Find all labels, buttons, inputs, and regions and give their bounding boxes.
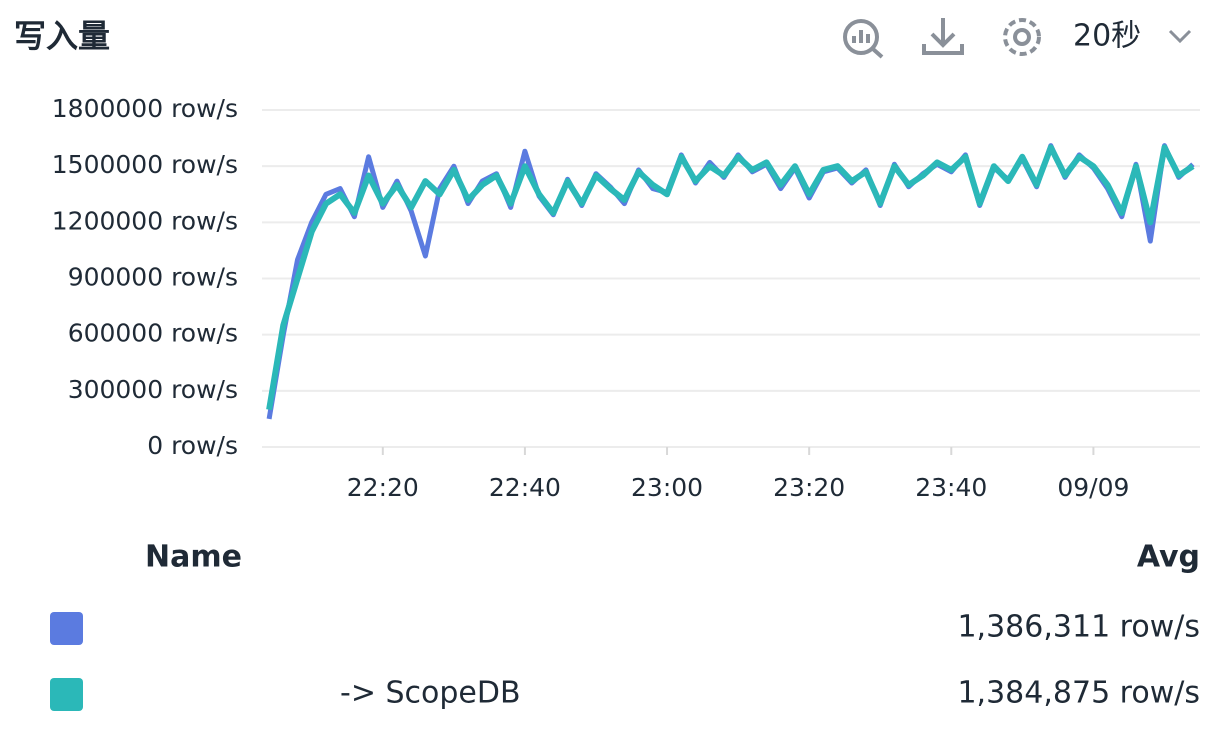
x-tick-label: 22:40 (489, 473, 561, 502)
y-tick-label: 1800000 row/s (52, 94, 238, 123)
series-line (266, 143, 1195, 420)
legend-avg: 1,384,875 row/s (957, 676, 1200, 711)
x-tick-label: 23:40 (915, 473, 987, 502)
y-tick-label: 600000 row/s (68, 319, 238, 348)
series-line (266, 144, 1195, 411)
x-tick-label: 23:00 (631, 473, 703, 502)
legend-name: -> ScopeDB (340, 676, 521, 711)
x-tick-label: 23:20 (773, 473, 845, 502)
legend-swatch[interactable] (50, 678, 83, 711)
y-tick-label: 1500000 row/s (52, 150, 238, 179)
legend-avg: 1,386,311 row/s (957, 610, 1200, 645)
legend-header: Name (145, 540, 242, 575)
download-icon[interactable] (922, 18, 964, 55)
legend-header: Avg (1137, 540, 1200, 575)
x-tick-label: 22:20 (347, 473, 419, 502)
dropdown-chevron[interactable] (1168, 29, 1192, 44)
x-tick-label: 09/09 (1057, 473, 1129, 502)
y-tick-label: 1200000 row/s (52, 206, 238, 235)
inspect-icon[interactable] (843, 19, 884, 59)
settings-icon[interactable] (1003, 18, 1041, 56)
y-tick-label: 900000 row/s (68, 263, 238, 292)
legend-swatch[interactable] (50, 612, 83, 645)
panel-title: 写入量 (14, 17, 110, 55)
interval-select[interactable]: 20秒 (1073, 19, 1141, 54)
y-tick-label: 0 row/s (147, 431, 238, 460)
y-tick-label: 300000 row/s (68, 375, 238, 404)
